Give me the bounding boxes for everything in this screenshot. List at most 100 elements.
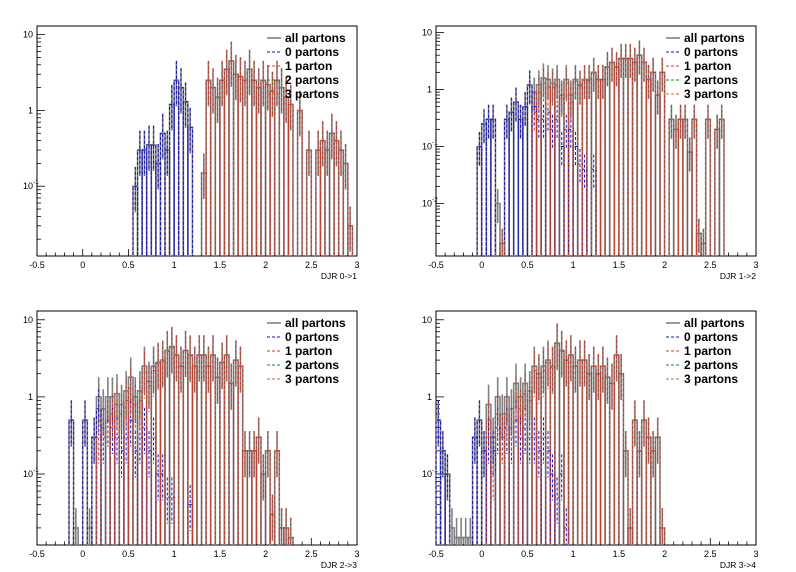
plot-frame (36, 310, 358, 546)
bar (196, 354, 203, 544)
bar (714, 128, 720, 255)
bar (718, 118, 725, 255)
bar (490, 118, 496, 255)
series-all-partons (68, 326, 294, 545)
bar (342, 162, 349, 255)
x-tick-label: 0.5 (521, 260, 534, 270)
bar (536, 91, 542, 255)
legend-label-0-partons: 0 partons (285, 45, 339, 59)
y-tick-exponent: -2 (432, 197, 438, 204)
bar (531, 369, 538, 544)
plot-frame (435, 25, 757, 257)
bar (205, 365, 212, 544)
x-tick-label: 2 (263, 549, 268, 559)
bar (123, 399, 129, 544)
bar (114, 403, 120, 544)
bar (260, 473, 267, 544)
legend-label-1-parton: 1 parton (285, 59, 332, 73)
bar (481, 450, 487, 544)
legend-label-1-parton: 1 parton (285, 344, 332, 358)
bar (150, 144, 157, 255)
x-tick-label: 1 (172, 260, 177, 270)
bar (246, 450, 253, 544)
bar (242, 450, 248, 544)
x-tick-label: 0.5 (122, 549, 135, 559)
bar (132, 185, 139, 255)
bar (549, 86, 556, 255)
bar (622, 450, 629, 544)
bar (613, 354, 620, 544)
x-tick-label: 0.5 (122, 260, 135, 270)
bar (499, 242, 506, 255)
x-tick-label: 2.5 (704, 260, 717, 270)
bar (673, 128, 679, 255)
x-tick-label: 0 (80, 260, 85, 270)
bar (187, 355, 193, 544)
bar (568, 101, 574, 255)
x-tick-label: 3 (753, 549, 758, 559)
bar (613, 66, 620, 255)
bar (210, 354, 216, 544)
x-tick-label: 1.5 (613, 260, 626, 270)
x-tick-label: 2 (662, 549, 667, 559)
legend-label-1-parton: 1 parton (684, 344, 731, 358)
y-tick-label: 10 (422, 315, 432, 325)
x-tick-label: 1.5 (214, 549, 227, 559)
legend-label-3-partons: 3 partons (285, 372, 339, 386)
bar (554, 84, 560, 255)
y-tick-exponent: -1 (432, 140, 438, 147)
bar (590, 365, 597, 544)
y-tick-label: 10 (422, 27, 432, 37)
bar (522, 106, 528, 255)
bar (650, 71, 656, 255)
plot-frame (36, 25, 358, 257)
bar (476, 146, 483, 255)
y-tick-label: 10 (422, 142, 432, 152)
bar (508, 111, 515, 255)
bar (691, 118, 698, 255)
bar (568, 354, 574, 544)
bar (636, 450, 643, 544)
x-axis-label: DJR 3->4 (720, 560, 756, 570)
bar (137, 399, 143, 544)
x-axis-label: DJR 2->3 (321, 560, 357, 570)
bar (173, 354, 180, 544)
x-tick-label: 3 (753, 260, 758, 270)
y-tick-label: 10 (23, 469, 33, 479)
bar (517, 118, 524, 255)
bar (82, 419, 88, 544)
series-1-parton (485, 323, 666, 545)
bar (558, 350, 565, 544)
legend-label-3-partons: 3 partons (684, 372, 738, 386)
bar (269, 513, 276, 544)
y-tick-exponent: -1 (33, 179, 39, 186)
bar (558, 146, 565, 255)
bar (182, 349, 189, 544)
y-tick-label: 1 (427, 84, 432, 94)
x-tick-label: -0.5 (428, 260, 444, 270)
bar (504, 413, 510, 544)
bar (632, 61, 638, 255)
y-tick-label: 1 (427, 392, 432, 402)
bar (237, 365, 244, 544)
series-1-parton (95, 327, 294, 545)
bar (178, 87, 184, 255)
bar (513, 396, 519, 544)
x-tick-label: -0.5 (29, 549, 45, 559)
x-tick-label: 0 (80, 549, 85, 559)
bar (668, 118, 675, 255)
bar (132, 403, 139, 544)
bar (306, 149, 312, 255)
y-tick-exponent: -1 (432, 467, 438, 474)
legend-label-3-partons: 3 partons (285, 87, 339, 101)
x-tick-label: 3 (354, 260, 359, 270)
bar (109, 413, 116, 544)
bar (187, 126, 193, 255)
